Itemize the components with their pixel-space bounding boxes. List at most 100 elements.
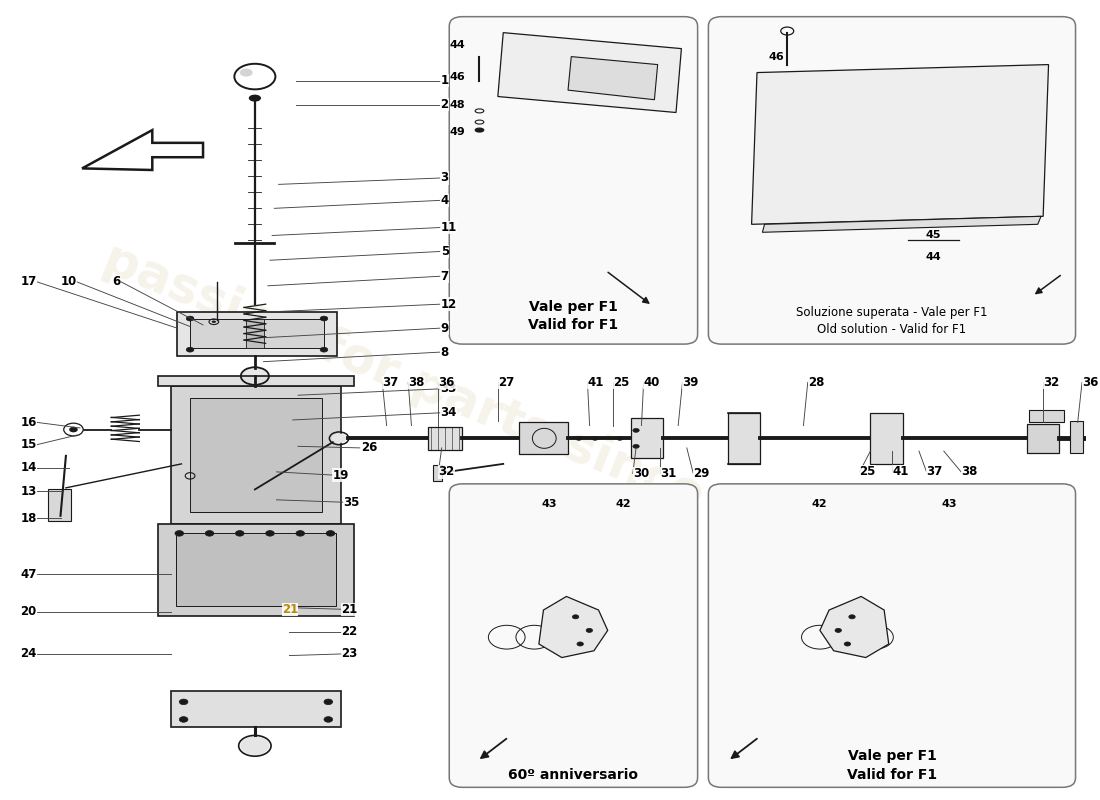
Text: 45: 45 (925, 230, 940, 240)
Polygon shape (751, 65, 1048, 224)
Text: 39: 39 (682, 376, 698, 389)
Text: 46: 46 (768, 51, 784, 62)
Text: 29: 29 (693, 467, 710, 480)
Bar (1070, 421, 1084, 453)
Text: 10: 10 (60, 275, 77, 288)
Text: Vale per F1
Valid for F1: Vale per F1 Valid for F1 (528, 300, 618, 332)
Bar (1030, 410, 1064, 422)
FancyBboxPatch shape (449, 484, 697, 787)
Text: 37: 37 (926, 466, 943, 478)
Text: 43: 43 (942, 499, 957, 509)
FancyBboxPatch shape (449, 17, 697, 344)
Ellipse shape (250, 95, 261, 101)
Text: 42: 42 (812, 499, 827, 509)
Text: 8: 8 (441, 346, 449, 358)
Ellipse shape (206, 530, 213, 536)
Ellipse shape (179, 699, 188, 705)
Text: 49: 49 (450, 127, 465, 138)
Text: 21: 21 (341, 602, 358, 616)
Ellipse shape (578, 642, 583, 646)
Text: 35: 35 (343, 496, 360, 509)
Text: 40: 40 (644, 376, 660, 389)
Text: 38: 38 (408, 376, 425, 389)
Text: 20: 20 (21, 605, 36, 618)
FancyBboxPatch shape (708, 484, 1076, 787)
Text: 47: 47 (21, 567, 36, 581)
Bar (190, 398, 322, 512)
Bar (870, 413, 903, 464)
Polygon shape (82, 130, 204, 170)
Ellipse shape (175, 530, 184, 536)
Polygon shape (498, 33, 681, 113)
Ellipse shape (179, 717, 188, 722)
Text: passion for parts since 196: passion for parts since 196 (96, 234, 824, 566)
Text: 9: 9 (441, 322, 449, 334)
Text: 48: 48 (450, 99, 465, 110)
Text: 5: 5 (441, 245, 449, 258)
Bar (519, 422, 568, 454)
Ellipse shape (592, 436, 598, 440)
Bar (1027, 424, 1059, 453)
Text: 44: 44 (925, 252, 940, 262)
Ellipse shape (320, 316, 328, 321)
Ellipse shape (296, 530, 305, 536)
Ellipse shape (326, 530, 334, 536)
Text: Soluzione superata - Vale per F1
Old solution - Valid for F1: Soluzione superata - Vale per F1 Old sol… (796, 306, 988, 336)
Bar (246, 318, 264, 348)
Ellipse shape (575, 436, 582, 440)
Text: 34: 34 (441, 406, 456, 419)
Text: 12: 12 (441, 298, 456, 310)
Ellipse shape (586, 628, 593, 633)
Text: 36: 36 (439, 376, 454, 389)
Text: Vale per F1
Valid for F1: Vale per F1 Valid for F1 (847, 750, 937, 782)
Bar (170, 691, 341, 727)
Text: 24: 24 (21, 647, 36, 661)
Ellipse shape (186, 316, 194, 321)
Text: 15: 15 (21, 438, 36, 451)
Polygon shape (820, 597, 889, 658)
Text: 30: 30 (632, 467, 649, 480)
Text: 11: 11 (441, 221, 456, 234)
Ellipse shape (617, 436, 623, 440)
FancyBboxPatch shape (708, 17, 1076, 344)
Text: 41: 41 (892, 466, 909, 478)
Bar (177, 312, 337, 356)
Text: 27: 27 (498, 376, 514, 389)
Text: 21: 21 (282, 602, 298, 616)
Text: 36: 36 (1082, 376, 1099, 389)
Bar (190, 318, 324, 348)
Text: 18: 18 (21, 512, 36, 525)
Ellipse shape (240, 69, 253, 77)
Text: 43: 43 (541, 499, 558, 509)
Bar (170, 386, 341, 524)
Bar (157, 524, 354, 616)
Text: 25: 25 (859, 466, 876, 478)
Bar (428, 427, 462, 450)
Ellipse shape (211, 321, 216, 323)
Text: 14: 14 (21, 462, 36, 474)
Bar (47, 490, 72, 522)
Text: 33: 33 (441, 382, 456, 395)
Text: 17: 17 (21, 275, 36, 288)
Text: 19: 19 (332, 469, 349, 482)
Ellipse shape (849, 614, 855, 619)
Ellipse shape (572, 614, 579, 619)
Text: 4: 4 (441, 194, 449, 207)
Text: 25: 25 (614, 376, 630, 389)
Text: 46: 46 (450, 71, 465, 82)
Ellipse shape (186, 347, 194, 352)
Text: 22: 22 (341, 625, 358, 638)
Text: 16: 16 (21, 416, 36, 429)
Ellipse shape (242, 368, 267, 384)
Ellipse shape (835, 628, 842, 633)
Text: 42: 42 (615, 499, 630, 509)
Ellipse shape (324, 717, 332, 722)
Text: 32: 32 (439, 466, 454, 478)
Polygon shape (568, 57, 658, 100)
Ellipse shape (632, 428, 639, 432)
Bar (176, 534, 336, 606)
Ellipse shape (331, 434, 346, 443)
Text: 38: 38 (961, 466, 978, 478)
Ellipse shape (320, 347, 328, 352)
Ellipse shape (240, 737, 270, 755)
